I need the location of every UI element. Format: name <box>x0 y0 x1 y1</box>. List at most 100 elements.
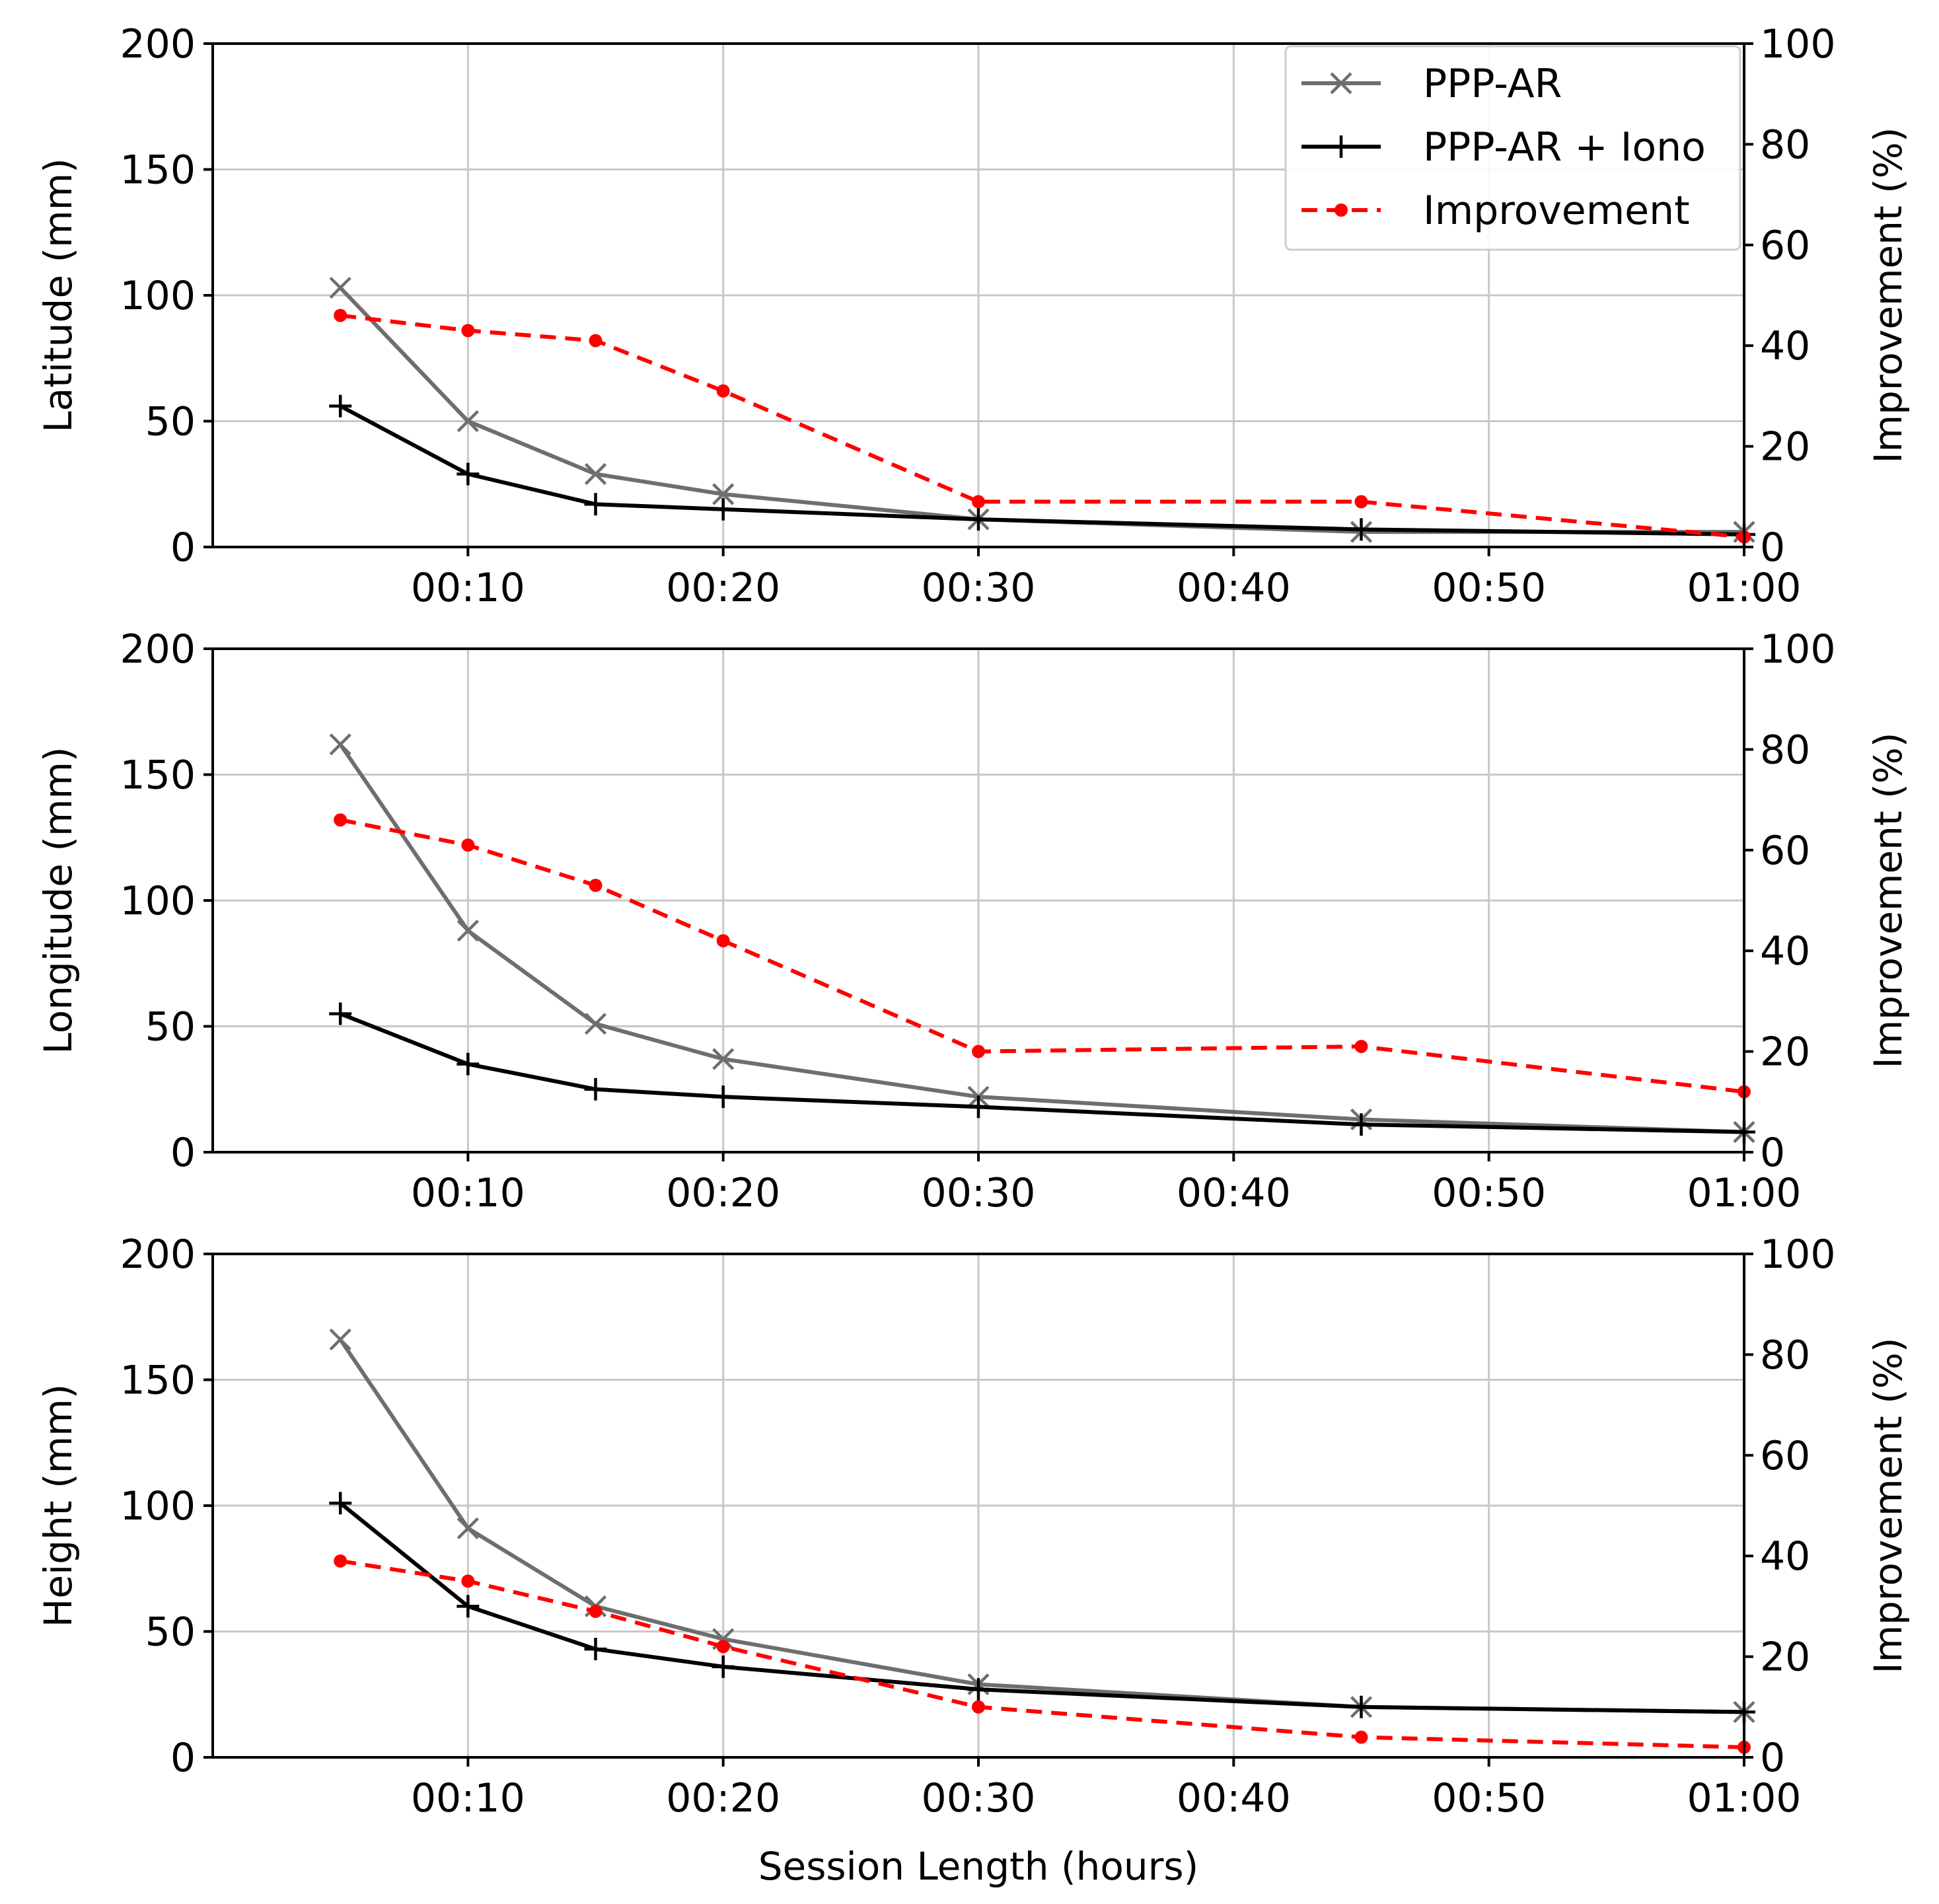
legend-marker <box>1330 135 1352 158</box>
y2-axis-label: Improvement (%) <box>1866 1338 1911 1674</box>
x-tick-label: 00:20 <box>666 1170 780 1216</box>
data-point <box>967 1095 990 1118</box>
x-tick-label: 00:40 <box>1177 1775 1291 1821</box>
y2-tick-label: 40 <box>1760 1533 1810 1580</box>
x-tick-label: 01:00 <box>1687 1775 1802 1821</box>
data-point <box>712 1655 735 1678</box>
series-line-ppp-ar <box>338 743 1745 1134</box>
series-line-improvement <box>340 1558 1745 1749</box>
y2-tick-label: 0 <box>1760 525 1785 571</box>
y2-tick-label: 80 <box>1760 1332 1810 1378</box>
y2-tick-label: 20 <box>1760 424 1810 470</box>
data-point <box>972 495 985 509</box>
x-tick-label: 00:30 <box>922 565 1036 611</box>
data-point <box>1350 1695 1373 1718</box>
series-line-improvement <box>340 313 1745 539</box>
y-tick-label: 50 <box>145 1609 196 1656</box>
data-point <box>716 1640 730 1654</box>
chart-panel-latitude: 0 50 100 150 200 0 20 40 60 80 100 00:10 00:20 00:30 0… <box>36 21 1911 611</box>
x-tick-label: 00:20 <box>666 565 780 611</box>
data-point <box>712 497 735 521</box>
data-point <box>461 838 475 852</box>
y2-tick-label: 60 <box>1760 1433 1810 1479</box>
x-axis-label: Session Length (hours) <box>758 1844 1199 1889</box>
data-point <box>457 410 479 433</box>
y-tick-label: 100 <box>120 273 196 319</box>
data-point <box>716 934 730 947</box>
data-point <box>329 1002 352 1025</box>
x-tick-label: 00:50 <box>1432 1170 1546 1216</box>
series-line-ppp-ar-iono <box>339 404 1745 536</box>
y-tick-label: 150 <box>120 147 196 194</box>
y2-tick-label: 60 <box>1760 828 1810 874</box>
data-point <box>457 1517 479 1539</box>
x-tick-label: 01:00 <box>1687 565 1802 611</box>
x-tick-label: 00:30 <box>922 1775 1036 1821</box>
legend-marker <box>1335 203 1348 217</box>
y-tick-label: 200 <box>120 21 196 67</box>
data-point <box>457 1052 480 1076</box>
data-point <box>329 276 351 299</box>
chart-panel-height: 0 50 100 150 200 0 20 40 60 80 100 00:10 00:20 00:30 0… <box>36 1231 1911 1821</box>
y-axis-label: Longitude (mm) <box>36 747 81 1054</box>
x-tick-label: 00:50 <box>1432 565 1546 611</box>
y2-tick-label: 40 <box>1760 323 1810 369</box>
data-point <box>461 1574 475 1588</box>
y2-tick-label: 0 <box>1760 1130 1785 1176</box>
y-tick-label: 0 <box>170 525 196 571</box>
y2-tick-label: 0 <box>1760 1735 1785 1781</box>
y-tick-label: 0 <box>170 1735 196 1781</box>
y2-tick-label: 80 <box>1760 727 1810 773</box>
x-tick-label: 00:10 <box>411 1170 525 1216</box>
data-point <box>712 1085 735 1109</box>
chart-panel-longitude: 0 50 100 150 200 0 20 40 60 80 100 00:10 00:20 00:30 0… <box>36 626 1911 1216</box>
y-tick-label: 100 <box>120 1483 196 1529</box>
y-axis-label: Height (mm) <box>36 1384 81 1627</box>
data-point <box>329 1328 351 1351</box>
y-tick-label: 150 <box>120 1358 196 1404</box>
y2-tick-label: 100 <box>1760 1231 1836 1278</box>
legend-label: Improvement <box>1423 188 1690 234</box>
data-point <box>329 733 351 756</box>
data-point <box>457 462 480 486</box>
series-line-improvement <box>340 818 1745 1094</box>
data-point <box>457 1595 480 1618</box>
data-point <box>1354 495 1368 509</box>
data-point <box>1354 1039 1368 1053</box>
data-point <box>334 813 348 827</box>
y-tick-label: 150 <box>120 752 196 799</box>
y2-axis-label: Improvement (%) <box>1866 128 1911 464</box>
x-tick-label: 00:10 <box>411 1775 525 1821</box>
data-point <box>584 493 607 516</box>
data-point <box>972 1044 985 1058</box>
data-point <box>584 1013 607 1035</box>
data-point <box>972 1700 985 1714</box>
data-point <box>967 508 990 531</box>
data-point <box>334 1554 348 1568</box>
y-axis-label: Latitude (mm) <box>36 158 81 432</box>
y-tick-label: 50 <box>145 399 196 445</box>
y-tick-label: 0 <box>170 1130 196 1176</box>
data-point <box>967 1678 990 1701</box>
y2-tick-label: 40 <box>1760 928 1810 974</box>
x-tick-label: 00:30 <box>922 1170 1036 1216</box>
data-point <box>584 462 607 486</box>
x-tick-label: 01:00 <box>1687 1170 1802 1216</box>
data-point <box>589 879 603 893</box>
data-point <box>457 920 479 942</box>
data-point <box>584 1638 607 1661</box>
y2-tick-label: 60 <box>1760 223 1810 269</box>
y2-tick-label: 20 <box>1760 1634 1810 1681</box>
data-point <box>712 483 735 505</box>
x-tick-label: 00:40 <box>1177 565 1291 611</box>
data-point <box>329 394 352 418</box>
x-tick-label: 00:20 <box>666 1775 780 1821</box>
x-tick-label: 00:40 <box>1177 1170 1291 1216</box>
y-tick-label: 50 <box>145 1004 196 1050</box>
data-point <box>584 1078 607 1101</box>
y2-axis-label: Improvement (%) <box>1866 733 1911 1069</box>
legend-label: PPP-AR + Iono <box>1423 124 1706 170</box>
legend-box <box>1284 45 1741 251</box>
data-point <box>1350 1113 1373 1136</box>
